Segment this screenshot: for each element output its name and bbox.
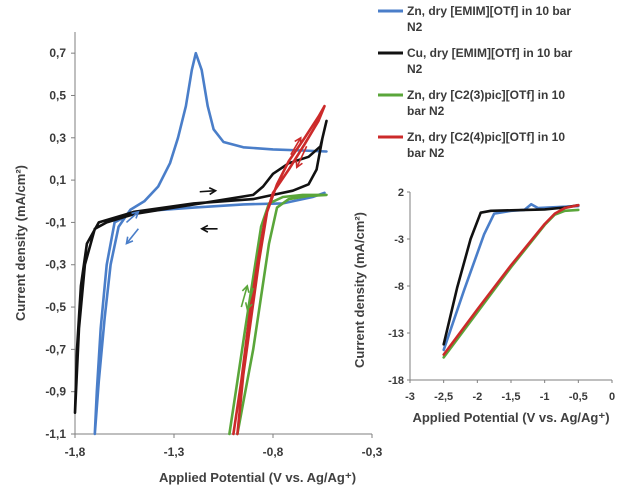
main-x-tick-label: -1,3 (164, 445, 185, 459)
inset-y-tick-label: -3 (394, 234, 404, 246)
inset-y-tick-label: 2 (398, 187, 404, 199)
inset-y-axis-label: Current density (mA/cm²) (352, 212, 367, 368)
scan-direction-arrow (246, 287, 254, 310)
scan-direction-arrow (125, 211, 139, 224)
main-y-tick-label: -0,7 (45, 342, 66, 356)
scan-direction-arrowhead (125, 236, 134, 245)
inset-y-tick-label: -13 (388, 328, 404, 340)
main-x-axis-label: Applied Potential (V vs. Ag/Ag⁺) (159, 470, 356, 485)
main-x-tick-label: -0,8 (263, 445, 284, 459)
main-y-tick-label: -0,3 (45, 258, 66, 272)
inset-x-tick-label: 0 (609, 391, 615, 403)
main-plot: 0,7 0,5 0,3 0,1 -0,1 -0,3 -0,5 -0,7 -0,9 -1,1 -1,8… (13, 32, 383, 485)
scan-direction-arrow (125, 228, 139, 245)
main-y-tick-label: -0,1 (45, 215, 66, 229)
scan-direction-arrow (296, 145, 308, 168)
inset-x-tick-label: -2 (472, 391, 482, 403)
inset-series-line-4 (442, 203, 580, 356)
main-y-tick-label: 0,5 (49, 88, 66, 102)
main-y-axis-label: Current density (mA/cm²) (13, 165, 28, 321)
main-y-tick-label: -0,5 (45, 300, 66, 314)
series-line-zn-dry-c2-3-pic-otf-in-10-bar-n2 (228, 193, 328, 436)
legend-label: Zn, dry [C2(4)pic][OTf] in 10 bar N2 (407, 130, 565, 160)
inset-x-tick-label: -0,5 (569, 391, 588, 403)
series-line-zn-dry-c2-4-pic-otf-in-10-bar-n2 (232, 104, 326, 436)
main-y-tick-label: -1,1 (45, 427, 66, 441)
main-y-tick-label: 0,1 (49, 173, 66, 187)
scan-direction-arrow (199, 189, 216, 193)
legend: Zn, dry [EMIM][OTf] in 10 bar N2 Cu, dry [… (378, 4, 573, 160)
legend-label: Cu, dry [EMIM][OTf] in 10 bar N2 (407, 46, 573, 76)
legend-label: Zn, dry [C2(3)pic][OTf] in 10 bar N2 (407, 88, 565, 118)
inset-y-tick-label: -8 (394, 281, 404, 293)
scan-direction-arrow (290, 137, 302, 156)
series-line-cu-dry-emim-otf-in-10-bar-n2 (73, 119, 328, 415)
scan-direction-arrowhead (241, 284, 250, 293)
main-y-tick-label: 0,7 (49, 46, 66, 60)
inset-y-tick-label: -18 (388, 375, 404, 387)
scan-direction-arrowhead (294, 136, 302, 145)
legend-label: Zn, dry [EMIM][OTf] in 10 bar N2 (407, 4, 571, 34)
scan-direction-arrowhead (208, 187, 218, 196)
main-y-tick-label: 0,3 (49, 131, 66, 145)
inset-series-line-2 (442, 203, 580, 346)
scan-direction-arrowhead (244, 302, 253, 311)
scan-direction-arrow (240, 285, 249, 308)
main-y-tick-label: -0,9 (45, 385, 66, 399)
scan-direction-arrowhead (295, 160, 303, 169)
inset-x-tick-label: -3 (405, 391, 415, 403)
main-x-tick-label: -1,8 (65, 445, 86, 459)
inset-x-tick-label: -1 (540, 391, 550, 403)
inset-x-tick-label: -1,5 (502, 391, 521, 403)
inset-x-tick-label: -2,5 (434, 391, 453, 403)
scan-direction-arrowhead (200, 224, 209, 233)
main-x-tick-label: -0,3 (362, 445, 383, 459)
scan-direction-arrowhead (131, 210, 140, 219)
inset-x-axis-label: Applied Potential (V vs. Ag/Ag⁺) (412, 410, 609, 425)
